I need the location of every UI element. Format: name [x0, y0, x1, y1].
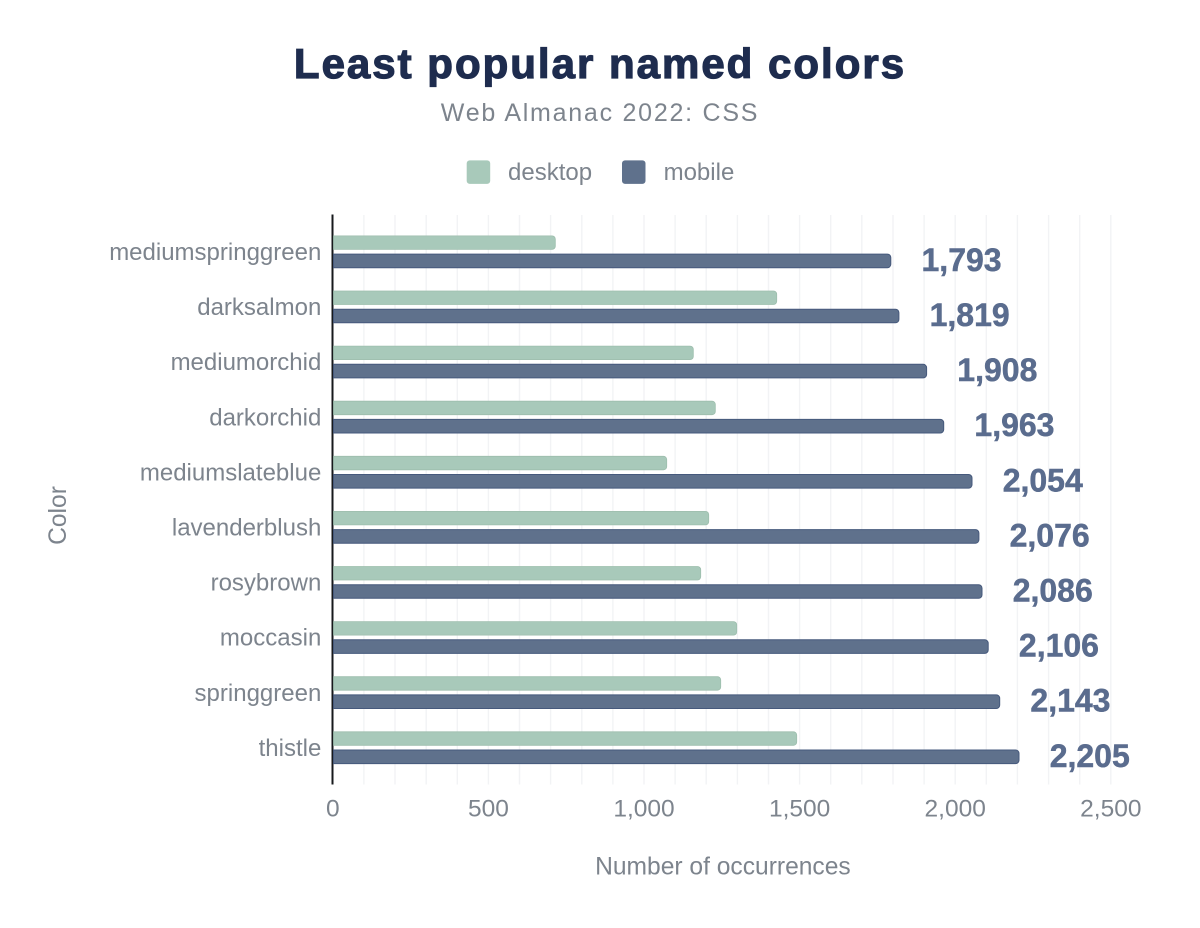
- svg-text:rosybrown: rosybrown: [211, 570, 322, 597]
- svg-text:mediumorchid: mediumorchid: [171, 349, 322, 376]
- svg-text:springgreen: springgreen: [195, 680, 322, 707]
- svg-text:2,500: 2,500: [1080, 796, 1141, 823]
- svg-text:thistle: thistle: [259, 735, 322, 762]
- svg-text:darkorchid: darkorchid: [209, 404, 321, 431]
- svg-text:500: 500: [468, 796, 509, 823]
- svg-text:0: 0: [326, 796, 340, 823]
- svg-text:1,963: 1,963: [974, 407, 1054, 443]
- svg-text:2,076: 2,076: [1010, 517, 1090, 553]
- svg-text:2,000: 2,000: [925, 796, 986, 823]
- svg-text:Color: Color: [45, 486, 72, 545]
- svg-text:darksalmon: darksalmon: [197, 294, 321, 321]
- svg-text:Least popular named colors: Least popular named colors: [294, 40, 906, 87]
- svg-text:lavenderblush: lavenderblush: [172, 515, 321, 542]
- svg-text:desktop: desktop: [508, 159, 592, 186]
- svg-text:mobile: mobile: [664, 159, 735, 186]
- svg-text:2,086: 2,086: [1013, 573, 1093, 609]
- svg-text:2,054: 2,054: [1003, 462, 1083, 498]
- svg-text:2,143: 2,143: [1030, 683, 1110, 719]
- svg-text:Number of occurrences: Number of occurrences: [595, 854, 851, 881]
- svg-text:2,106: 2,106: [1019, 628, 1099, 664]
- svg-text:1,793: 1,793: [922, 242, 1002, 278]
- svg-text:1,819: 1,819: [930, 297, 1010, 333]
- svg-text:1,000: 1,000: [613, 796, 674, 823]
- svg-text:moccasin: moccasin: [220, 625, 321, 652]
- svg-text:2,205: 2,205: [1050, 738, 1130, 774]
- svg-text:1,908: 1,908: [957, 352, 1037, 388]
- svg-text:mediumslateblue: mediumslateblue: [140, 459, 321, 486]
- svg-text:1,500: 1,500: [769, 796, 830, 823]
- svg-text:Web Almanac 2022: CSS: Web Almanac 2022: CSS: [441, 99, 759, 127]
- svg-text:mediumspringgreen: mediumspringgreen: [109, 239, 321, 266]
